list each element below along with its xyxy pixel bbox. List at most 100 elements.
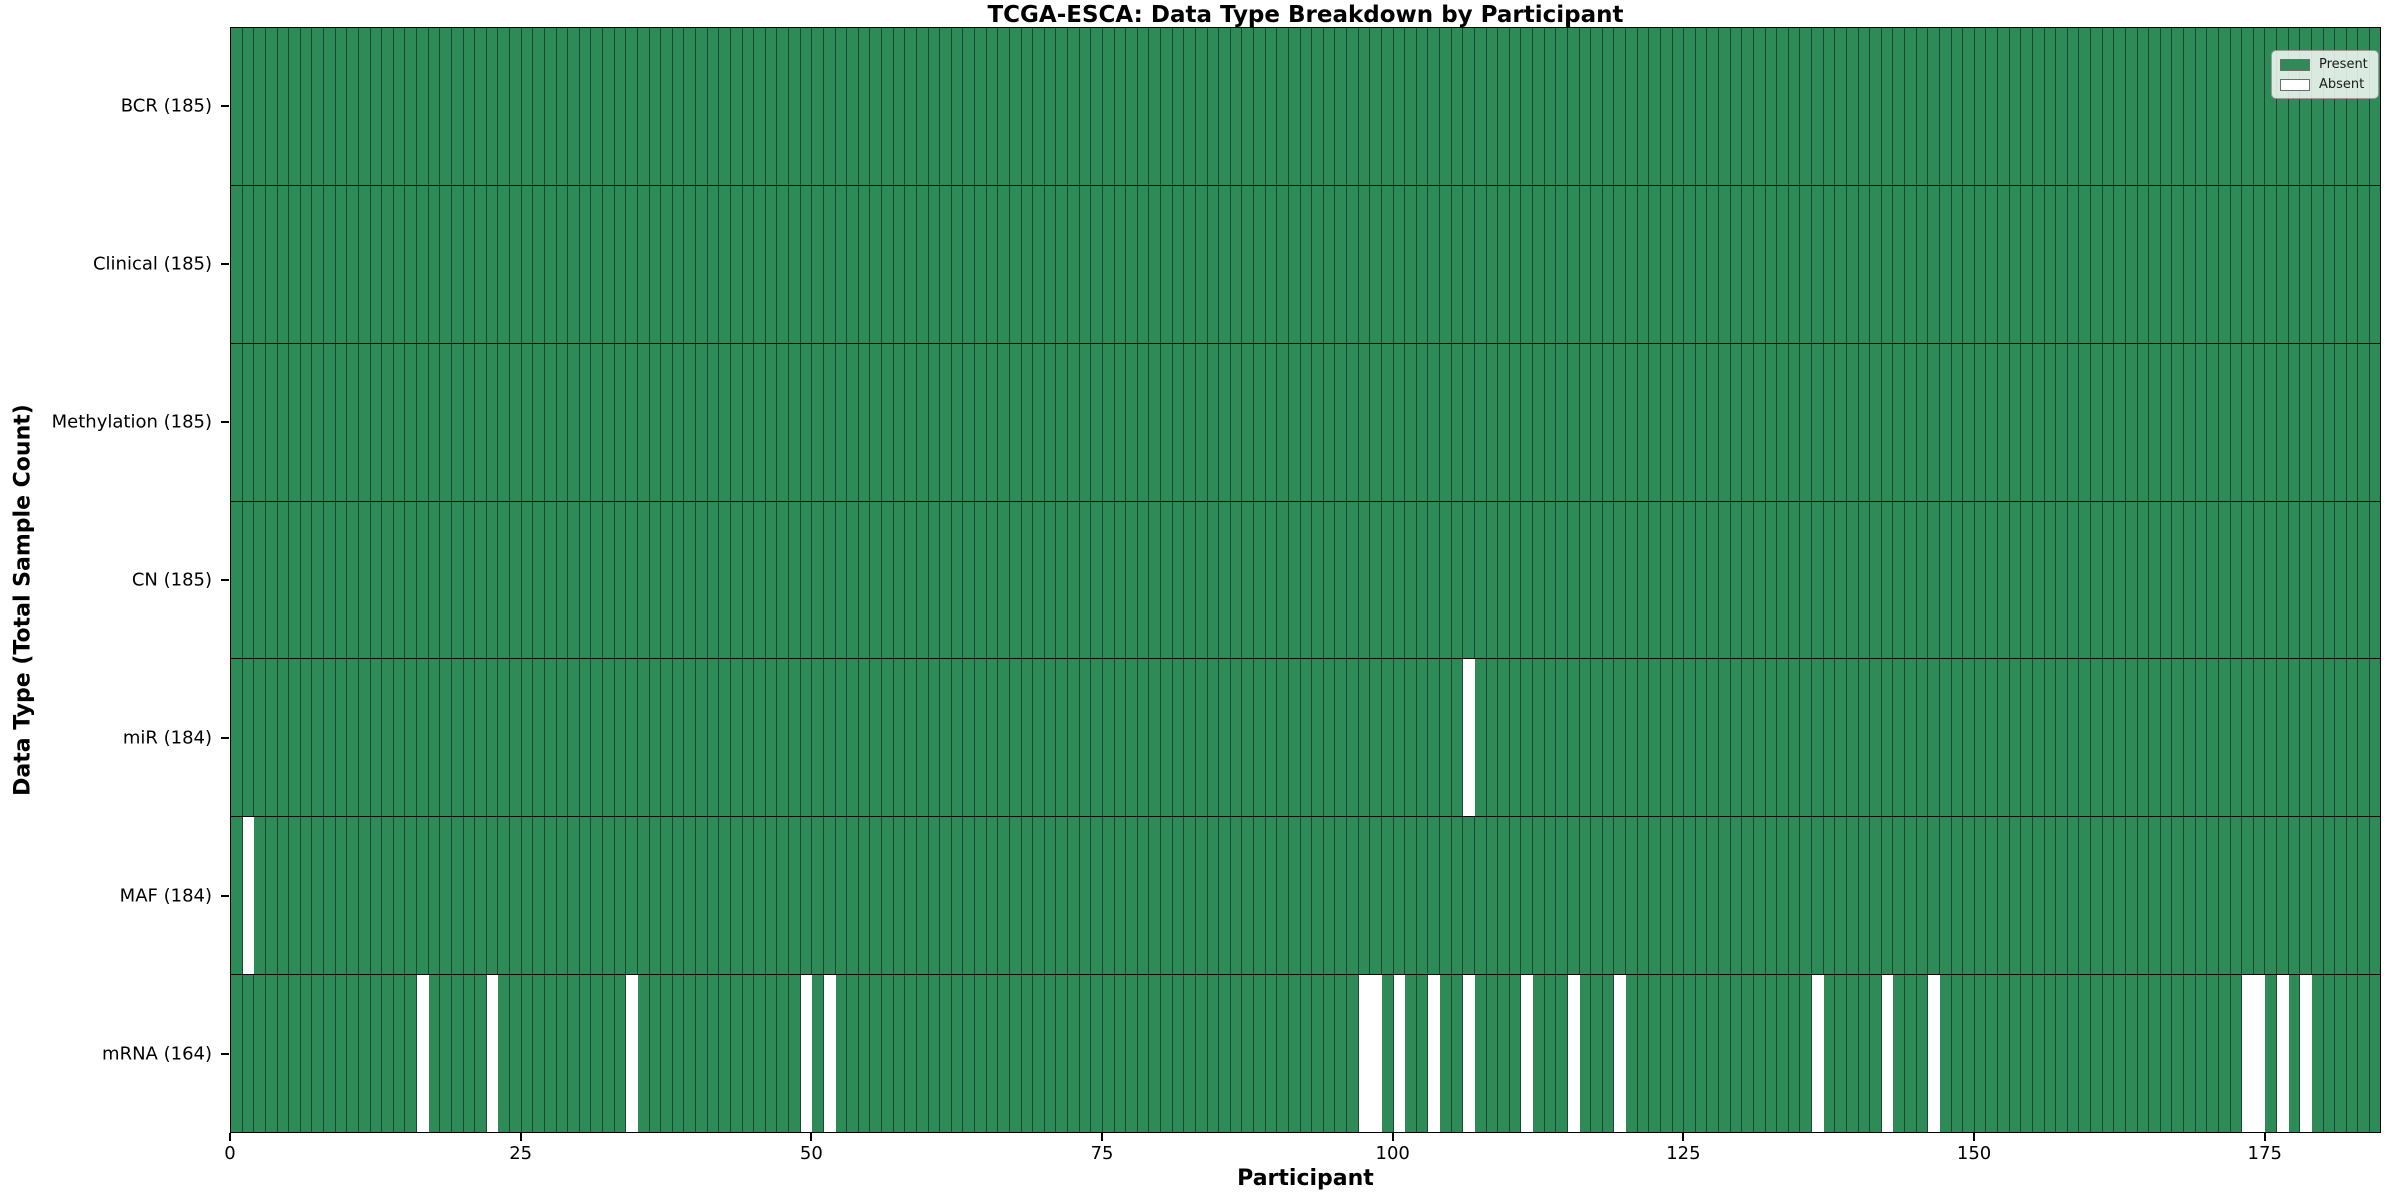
cell-present — [1766, 975, 1778, 1133]
cell-present — [2324, 817, 2336, 975]
cell-present — [696, 975, 708, 1133]
cell-present — [2149, 817, 2161, 975]
cell-present — [777, 185, 789, 343]
cell-present — [312, 975, 324, 1133]
cell-present — [1126, 659, 1138, 817]
cell-absent — [1567, 975, 1580, 1133]
cell-present — [1986, 659, 1998, 817]
cell-present — [405, 343, 417, 501]
cell-present — [1347, 817, 1359, 975]
cell-present — [2033, 28, 2045, 185]
cell-present — [1545, 659, 1557, 817]
cell-present — [429, 659, 441, 817]
cell-present — [731, 185, 743, 343]
cell-present — [440, 501, 452, 659]
cell-present — [1196, 975, 1208, 1133]
cell-present — [1754, 817, 1766, 975]
cell-present — [1766, 28, 1778, 185]
cell-present — [289, 659, 301, 817]
cell-present — [1545, 975, 1557, 1133]
y-tick-label: MAF (184) — [119, 885, 212, 907]
cell-present — [1940, 501, 1952, 659]
cell-present — [2184, 817, 2196, 975]
cell-present — [684, 343, 696, 501]
cell-present — [1603, 817, 1615, 975]
cell-present — [1289, 659, 1301, 817]
cell-present — [1428, 501, 1440, 659]
cell-present — [2335, 659, 2347, 817]
cell-present — [1882, 28, 1894, 185]
cell-present — [1487, 343, 1499, 501]
cell-present — [650, 975, 662, 1133]
cell-present — [243, 185, 255, 343]
cell-present — [1510, 975, 1522, 1133]
cell-present — [2114, 501, 2126, 659]
cell-present — [1928, 659, 1940, 817]
cell-present — [2277, 817, 2289, 975]
cell-present — [1975, 28, 1987, 185]
cell-present — [2091, 501, 2103, 659]
cell-present — [1196, 501, 1208, 659]
cell-present — [1754, 185, 1766, 343]
cell-present — [2358, 28, 2370, 185]
cell-present — [1777, 975, 1789, 1133]
cell-present — [1359, 185, 1371, 343]
cell-present — [278, 185, 290, 343]
cell-present — [1382, 501, 1394, 659]
cell-present — [836, 659, 848, 817]
cell-present — [777, 659, 789, 817]
cell-present — [475, 817, 487, 975]
y-tick-mark — [221, 421, 229, 423]
cell-present — [917, 975, 929, 1133]
cell-present — [1324, 975, 1336, 1133]
cell-present — [1824, 185, 1836, 343]
cell-present — [1231, 501, 1243, 659]
cell-present — [2277, 185, 2289, 343]
cell-present — [557, 28, 569, 185]
cell-present — [998, 28, 1010, 185]
cell-present — [1149, 501, 1161, 659]
cell-absent — [1370, 975, 1382, 1133]
cell-present — [243, 28, 255, 185]
cell-present — [266, 28, 278, 185]
cell-present — [731, 343, 743, 501]
cell-present — [905, 659, 917, 817]
cell-present — [2126, 343, 2138, 501]
cell-present — [510, 817, 522, 975]
cell-present — [1754, 343, 1766, 501]
cell-present — [1498, 501, 1510, 659]
x-tick-mark — [1101, 1133, 1104, 1141]
x-tick-label: 25 — [509, 1143, 533, 1164]
cell-present — [475, 975, 487, 1133]
cell-present — [1940, 975, 1952, 1133]
cell-present — [1103, 659, 1115, 817]
cell-present — [1638, 501, 1650, 659]
cell-present — [1696, 975, 1708, 1133]
cell-present — [2126, 817, 2138, 975]
cell-present — [2126, 185, 2138, 343]
cell-present — [1975, 975, 1987, 1133]
cell-present — [1719, 817, 1731, 975]
cell-present — [1405, 185, 1417, 343]
cell-present — [498, 659, 510, 817]
cell-present — [1312, 817, 1324, 975]
cell-present — [2149, 975, 2161, 1133]
cell-present — [626, 501, 638, 659]
cell-present — [894, 659, 906, 817]
heatmap-row-miR — [231, 658, 2380, 817]
cell-present — [2324, 659, 2336, 817]
cell-present — [2370, 502, 2381, 659]
cell-present — [2335, 975, 2347, 1133]
cell-present — [2347, 343, 2359, 501]
cell-present — [2324, 28, 2336, 185]
cell-present — [1242, 659, 1254, 817]
cell-present — [1266, 817, 1278, 975]
cell-present — [2312, 659, 2324, 817]
cell-present — [998, 185, 1010, 343]
cell-present — [963, 343, 975, 501]
cell-present — [2033, 659, 2045, 817]
cell-present — [1498, 659, 1510, 817]
cell-present — [1242, 817, 1254, 975]
cell-present — [812, 975, 824, 1133]
cell-present — [1103, 501, 1115, 659]
